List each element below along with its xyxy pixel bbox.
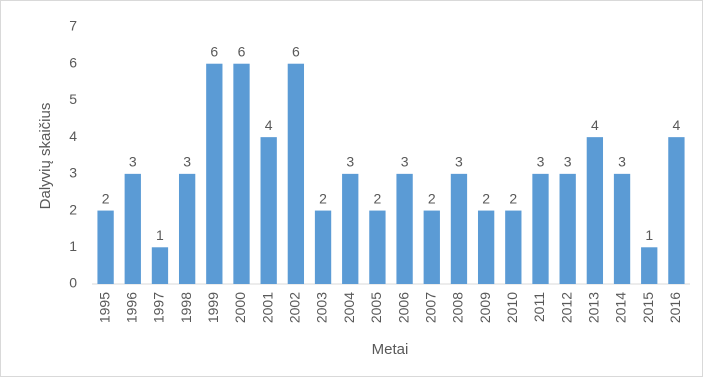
bar xyxy=(505,210,522,284)
x-axis-label: Metai xyxy=(372,341,409,358)
x-tick-label: 2004 xyxy=(341,292,357,323)
x-tick-label: 2006 xyxy=(395,292,411,323)
x-tick-label: 2011 xyxy=(531,292,547,322)
data-label: 6 xyxy=(238,43,246,59)
data-label: 2 xyxy=(482,190,490,206)
data-label: 6 xyxy=(292,43,300,59)
data-label: 1 xyxy=(156,227,164,243)
x-tick-label: 1996 xyxy=(123,292,139,323)
data-label: 3 xyxy=(401,154,409,170)
x-tick-label: 2012 xyxy=(558,292,574,323)
data-label: 3 xyxy=(618,154,626,170)
y-tick-label: 1 xyxy=(69,238,77,254)
data-label: 3 xyxy=(537,154,545,170)
y-tick-label: 4 xyxy=(69,128,77,144)
bar xyxy=(178,173,196,284)
bar xyxy=(260,137,277,284)
x-tick-label: 2013 xyxy=(586,292,602,323)
bar xyxy=(450,173,468,284)
x-tick-label: 2001 xyxy=(259,292,275,323)
data-label: 6 xyxy=(210,43,218,59)
x-tick-label: 1999 xyxy=(205,292,221,323)
data-label: 2 xyxy=(428,190,436,206)
bar xyxy=(233,63,250,284)
x-tick-label: 2002 xyxy=(287,292,303,323)
bar xyxy=(641,247,658,284)
data-label: 3 xyxy=(129,154,137,170)
data-label: 3 xyxy=(455,154,463,170)
x-tick-label: 2007 xyxy=(422,292,438,323)
y-tick-label: 0 xyxy=(69,275,77,291)
data-label: 4 xyxy=(673,117,681,133)
bar xyxy=(477,210,495,284)
bar xyxy=(314,210,332,284)
bar xyxy=(396,173,413,284)
x-tick-label: 2005 xyxy=(368,292,384,323)
x-tick-label: 2003 xyxy=(314,292,330,323)
data-label: 1 xyxy=(645,227,653,243)
bar xyxy=(668,137,685,284)
bar xyxy=(124,173,141,284)
bar xyxy=(206,63,223,284)
bar xyxy=(613,173,631,284)
x-tick-label: 2014 xyxy=(613,292,629,323)
y-axis-label: Dalyvių skaičius xyxy=(37,103,54,210)
y-tick-label: 5 xyxy=(69,91,77,107)
data-label: 2 xyxy=(102,190,110,206)
x-tick-label: 2015 xyxy=(640,292,656,323)
data-label: 2 xyxy=(509,190,517,206)
x-tick-label: 2008 xyxy=(450,292,466,323)
y-tick-label: 2 xyxy=(69,201,77,217)
y-tick-label: 7 xyxy=(69,18,77,34)
x-tick-label: 2010 xyxy=(504,292,520,323)
bar xyxy=(532,173,549,284)
data-label: 4 xyxy=(591,117,599,133)
y-tick-label: 6 xyxy=(69,54,77,70)
bar xyxy=(342,173,359,284)
data-label: 3 xyxy=(564,154,572,170)
x-tick-label: 2000 xyxy=(232,292,248,323)
data-label: 3 xyxy=(183,154,191,170)
bar xyxy=(151,247,169,284)
x-tick-label: 2016 xyxy=(667,292,683,323)
bar xyxy=(423,210,440,284)
x-tick-label: 1998 xyxy=(178,292,194,323)
bar xyxy=(287,63,305,284)
bar xyxy=(369,210,386,284)
bar xyxy=(97,210,114,284)
x-tick-label: 1997 xyxy=(151,292,167,323)
bar xyxy=(559,173,576,284)
data-label: 2 xyxy=(374,190,382,206)
x-tick-label: 1995 xyxy=(96,292,112,323)
x-tick-label: 2009 xyxy=(477,292,493,323)
bar xyxy=(586,137,604,284)
data-label: 2 xyxy=(319,190,327,206)
y-tick-label: 3 xyxy=(69,165,77,181)
data-label: 4 xyxy=(265,117,273,133)
data-label: 3 xyxy=(346,154,354,170)
